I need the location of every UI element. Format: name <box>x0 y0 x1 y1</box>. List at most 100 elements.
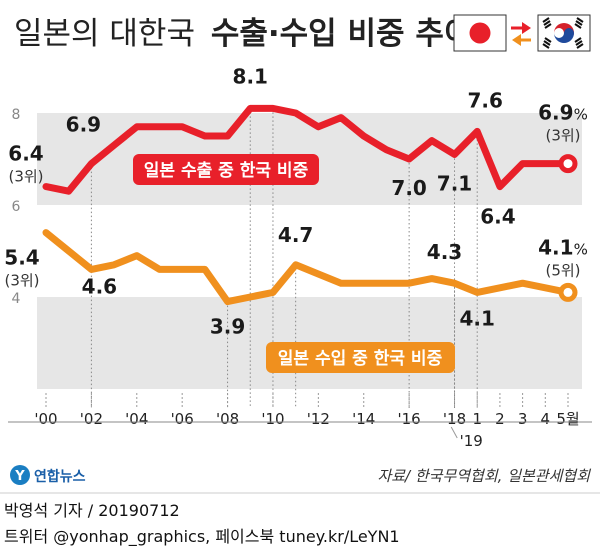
x-tick-label: '14 <box>352 410 375 428</box>
value-unit: % <box>574 240 588 258</box>
data-point <box>180 268 184 271</box>
value-label: 6.9% <box>538 101 588 125</box>
x-tick-label: '18 <box>443 410 466 428</box>
value-label: 4.7 <box>278 223 313 247</box>
legend-import-label: 일본 수입 중 한국 비중 <box>266 342 455 373</box>
data-point <box>294 263 297 266</box>
data-point <box>271 107 275 110</box>
series-line-import <box>42 229 572 306</box>
value-label: 7.6 <box>467 88 502 112</box>
data-point <box>135 254 138 257</box>
data-point <box>158 125 161 128</box>
data-point <box>453 153 456 156</box>
data-point <box>90 162 93 165</box>
data-point <box>362 134 365 138</box>
svg-text:Y: Y <box>14 469 25 484</box>
value-label: 5.4 <box>4 246 39 270</box>
data-point <box>317 272 320 276</box>
data-point <box>430 139 434 142</box>
x-tick-label: '16 <box>398 410 421 428</box>
data-point <box>476 130 479 133</box>
value-label: 4.3 <box>427 240 462 264</box>
data-point <box>317 125 320 128</box>
data-point <box>271 291 275 294</box>
data-point <box>226 300 229 303</box>
data-point <box>249 107 252 110</box>
series-line-export <box>42 104 572 195</box>
x-tick-label: 3 <box>518 410 528 428</box>
data-point <box>44 231 48 234</box>
value-label: 3.9 <box>210 315 245 339</box>
data-point <box>339 116 343 119</box>
value-label: 4.6 <box>82 274 117 298</box>
data-point <box>385 148 388 151</box>
chart-title-bold: 수출·수입 비중 추이 <box>211 16 473 52</box>
japan-flag-icon <box>453 14 507 52</box>
y-tick-label: 4 <box>12 291 21 307</box>
data-point <box>67 190 70 193</box>
logo-text: 연합뉴스 <box>34 468 86 485</box>
value-label: 7.1 <box>437 171 472 195</box>
x-tick-label: 1 <box>472 410 482 428</box>
y-tick-label: 8 <box>12 107 21 123</box>
rank-label: (3위) <box>4 272 39 290</box>
legend-import-text: 일본 수입 중 한국 비중 <box>278 349 443 369</box>
source-text: 자료/ 한국무역협회, 일본관세협회 <box>377 467 591 485</box>
legend-export-label: 일본 수출 중 한국 비중 <box>133 154 319 185</box>
chart-title-light: 일본의 대한국 <box>14 16 195 52</box>
credit-line2: 트위터 @yonhap_graphics, 페이스북 tuney.kr/LeYN… <box>4 527 400 547</box>
rank-label: (3위) <box>8 168 43 186</box>
data-point <box>521 162 524 165</box>
data-point <box>407 157 411 161</box>
data-point <box>112 144 116 147</box>
credit-line1: 박영석 기자 / 20190712 <box>4 501 180 520</box>
data-point <box>558 282 578 302</box>
x-tick-label: '10 <box>261 410 284 428</box>
data-point <box>180 125 184 128</box>
x-tick-label: '08 <box>216 410 239 428</box>
data-point <box>476 291 479 294</box>
data-point <box>90 268 93 271</box>
x-tick-label: '06 <box>171 410 194 428</box>
x-tick-label: '02 <box>80 410 103 428</box>
legend-export-text: 일본 수출 중 한국 비중 <box>144 161 309 181</box>
data-point <box>294 111 297 115</box>
data-point <box>203 268 207 271</box>
data-point <box>339 282 343 285</box>
value-label: 4.1% <box>538 235 588 259</box>
data-point <box>430 277 434 280</box>
value-label: 8.1 <box>233 64 268 88</box>
x-year-bracket <box>450 426 458 439</box>
rank-label: (5위) <box>545 261 580 279</box>
data-point <box>158 268 161 271</box>
data-point <box>385 282 388 285</box>
value-label: 6.9 <box>66 113 101 137</box>
x-tick-label: '04 <box>125 410 148 428</box>
yonhap-logo-icon: Y <box>10 465 30 485</box>
value-label: 7.0 <box>391 176 426 200</box>
svg-text:일본의 대한국 수출·수입 비중 추이: 일본의 대한국 수출·수입 비중 추이 <box>14 16 472 52</box>
y-tick-label: 6 <box>12 199 21 215</box>
value-label: 6.4 <box>480 205 515 229</box>
data-point <box>112 263 116 266</box>
data-point <box>226 134 229 138</box>
x-tick-label: '00 <box>34 410 57 428</box>
data-point <box>67 249 70 253</box>
x-tick-label: 2 <box>495 410 505 428</box>
rank-label: (3위) <box>545 127 580 145</box>
data-point <box>407 282 411 285</box>
data-point <box>249 295 252 299</box>
x-tick-label: '12 <box>307 410 330 428</box>
data-point <box>203 134 207 138</box>
value-label: 6.4 <box>8 142 43 166</box>
value-label: 4.1 <box>459 306 494 330</box>
korea-flag-icon <box>537 14 591 52</box>
x-year-label: '19 <box>460 432 483 450</box>
data-point <box>544 162 547 165</box>
data-point <box>453 282 456 285</box>
data-point <box>558 154 578 174</box>
data-point <box>498 185 502 188</box>
data-point <box>135 125 138 128</box>
